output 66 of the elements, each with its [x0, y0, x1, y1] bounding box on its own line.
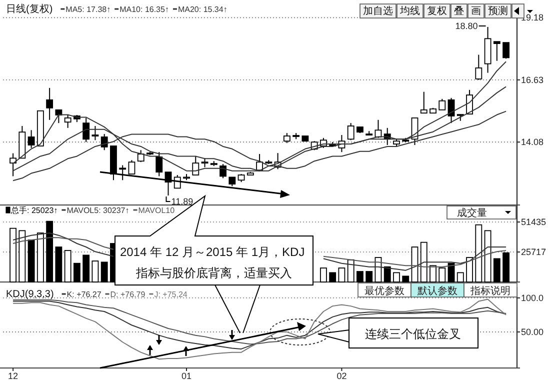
bar	[384, 266, 391, 282]
bar	[10, 228, 17, 282]
bar	[64, 250, 72, 282]
bar	[338, 268, 346, 282]
legend-label: MA20: 15.34↑	[178, 5, 228, 14]
annotation: 11.89	[171, 196, 194, 206]
bar	[402, 276, 410, 282]
y-tick-label: 50.00	[521, 326, 544, 337]
x-tick-label: 02	[336, 371, 347, 381]
bar	[82, 254, 90, 282]
legend-label: J: +75.24	[154, 290, 188, 299]
legend-label: 总手: 25023↑	[10, 206, 58, 215]
annotation: 18.80	[455, 20, 478, 31]
legend-label: MAVOL10	[138, 206, 176, 215]
bar	[393, 272, 400, 282]
bar	[466, 257, 473, 282]
y-tick-label: 14.08	[521, 137, 544, 148]
candlestick	[46, 87, 54, 120]
chart-title: KDJ(9,3,3)	[6, 289, 54, 300]
annotation: 均线	[399, 5, 420, 17]
bar	[100, 262, 108, 282]
annotation: 指标说明	[470, 285, 510, 297]
legend-label: MAVOL5: 30237↑	[66, 206, 130, 215]
legend-label: MA5: 17.38↑	[66, 5, 111, 14]
bar	[366, 271, 373, 282]
legend-label: K: +76.27	[66, 290, 102, 299]
bar	[493, 258, 500, 282]
bar	[484, 230, 492, 282]
bar	[347, 259, 354, 282]
bar	[356, 271, 364, 282]
legend-label: D: +76.79	[110, 290, 146, 299]
y-tick-label: 100.0	[521, 292, 544, 303]
annotation: 2014 年 12 月～2015 年 1月，KDJ 指标与股价底背离，适量买入	[120, 245, 308, 280]
annotation: 成交量	[457, 207, 487, 219]
bar	[320, 268, 327, 282]
bar	[411, 246, 418, 282]
bar	[55, 246, 62, 282]
y-tick-label: 51435	[521, 216, 546, 227]
bar	[329, 272, 336, 282]
x-tick-label: 01	[182, 371, 192, 381]
bar	[92, 260, 99, 282]
bar	[456, 272, 464, 282]
bar	[430, 265, 436, 282]
x-tick-label: 12	[8, 371, 18, 381]
y-tick-label: 25717	[521, 246, 546, 257]
bar	[36, 232, 44, 282]
chart-title: 日线(复权)	[6, 3, 53, 15]
bar	[18, 230, 26, 282]
candlestick	[484, 26, 492, 74]
bar	[28, 240, 35, 282]
bar	[438, 268, 446, 282]
annotation: 预测	[488, 5, 508, 17]
y-tick-label: 16.63	[521, 74, 544, 85]
annotation: 连续三个低位金叉	[365, 327, 461, 341]
bar	[475, 224, 482, 282]
annotation: 加自选	[363, 5, 393, 17]
annotation: 最优参数	[364, 285, 404, 297]
annotation: 复权	[427, 5, 447, 17]
bar	[73, 262, 80, 282]
bar	[502, 252, 510, 282]
annotation: 默认参数	[416, 285, 458, 297]
annotation: 画	[471, 6, 481, 17]
legend-label: MA10: 16.35↑	[120, 5, 169, 14]
bar	[46, 220, 54, 282]
bar	[420, 242, 428, 282]
annotation: 叠	[454, 6, 464, 17]
